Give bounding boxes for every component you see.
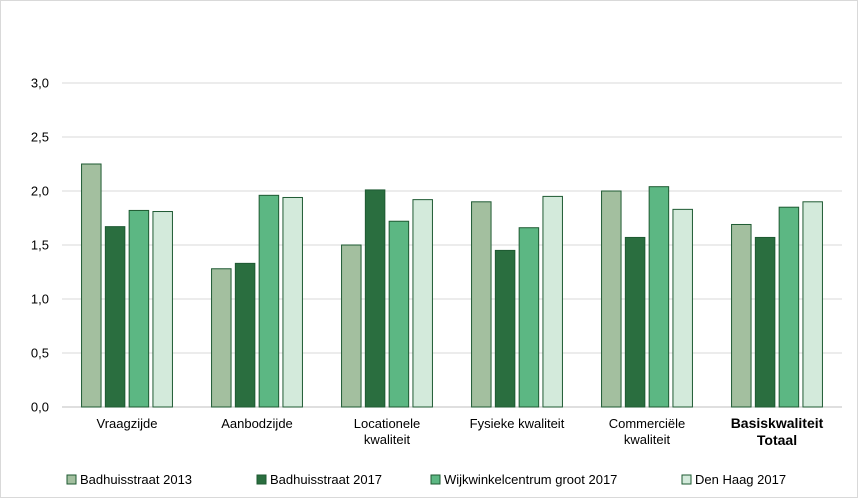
bar — [152, 211, 173, 408]
legend-label: Den Haag 2017 — [695, 472, 786, 487]
legend: Badhuisstraat 2013 Badhuisstraat 2017 Wijk… — [66, 472, 786, 487]
legend-swatch — [256, 474, 267, 485]
bar — [234, 262, 256, 408]
legend-label: Badhuisstraat 2013 — [80, 472, 192, 487]
bar — [624, 236, 646, 408]
x-tick-label: Locationele — [354, 416, 421, 431]
x-tick-label: Commerciële — [609, 416, 686, 431]
gridlines — [62, 82, 842, 408]
bar — [754, 236, 776, 408]
x-tick-label: kwaliteit — [624, 432, 671, 447]
bar — [542, 195, 563, 408]
y-tick-label: 0,5 — [31, 346, 49, 361]
x-tick-label: Aanbodzijde — [221, 416, 293, 431]
x-tick-label: Vraagzijde — [97, 416, 158, 431]
bar — [731, 223, 752, 408]
bar — [412, 199, 433, 408]
x-tick-label: Fysieke kwaliteit — [470, 416, 565, 431]
bar — [341, 244, 362, 408]
bar — [802, 201, 823, 408]
legend-label: Wijkwinkelcentrum groot 2017 — [444, 472, 617, 487]
y-tick-label: 3,0 — [31, 76, 49, 91]
bar — [258, 194, 280, 408]
bar — [81, 163, 102, 408]
bar — [128, 209, 150, 408]
bar — [778, 206, 800, 408]
bar — [518, 227, 540, 408]
legend-swatch — [430, 474, 441, 485]
x-tick-label: Totaal — [757, 432, 797, 448]
y-tick-label: 2,0 — [31, 184, 49, 199]
x-tick-label: Basiskwaliteit — [731, 415, 824, 431]
y-tick-label: 0,0 — [31, 400, 49, 415]
bar — [104, 226, 126, 408]
y-tick-label: 1,5 — [31, 238, 49, 253]
bar — [601, 190, 622, 408]
y-axis-ticks: 0,0 0,5 1,0 1,5 2,0 2,5 3,0 — [31, 76, 49, 415]
legend-swatch — [681, 474, 692, 485]
bar — [282, 196, 303, 408]
y-tick-label: 2,5 — [31, 130, 49, 145]
x-axis-categories: Vraagzijde Aanbodzijde Locationelekwalitei… — [97, 415, 824, 448]
bars — [81, 163, 823, 408]
bar — [672, 208, 693, 408]
legend-swatch — [66, 474, 77, 485]
bar — [648, 186, 670, 408]
bar — [388, 220, 410, 408]
bar — [471, 201, 492, 408]
bar — [364, 189, 386, 408]
bar — [211, 268, 232, 408]
legend-label: Badhuisstraat 2017 — [270, 472, 382, 487]
y-tick-label: 1,0 — [31, 292, 49, 307]
x-tick-label: kwaliteit — [364, 432, 411, 447]
bar — [494, 249, 516, 408]
